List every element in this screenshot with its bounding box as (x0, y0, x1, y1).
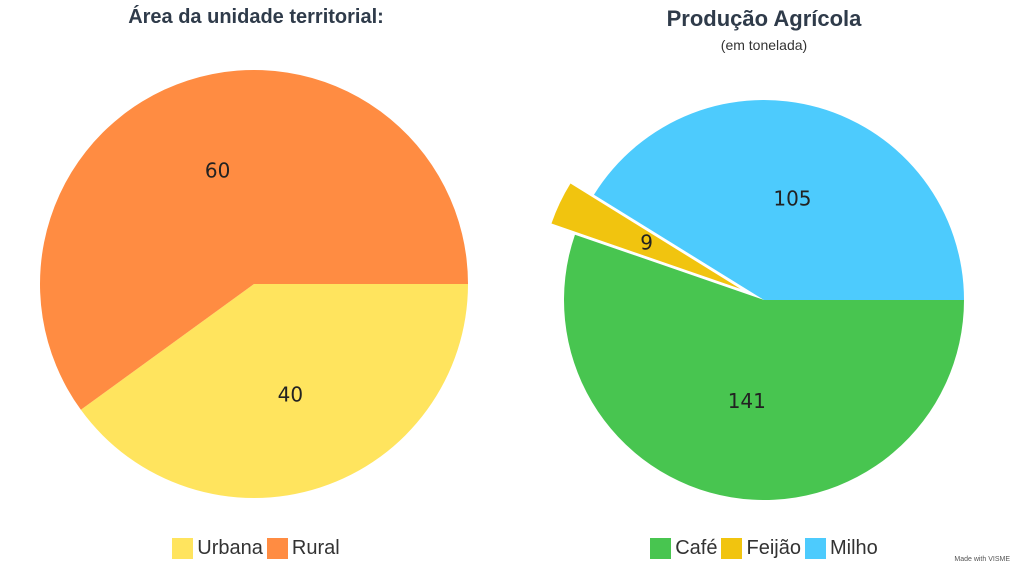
data-label: 9 (640, 231, 653, 255)
legend-item-feijao[interactable]: Feijão (721, 536, 801, 560)
chart-title-area: Área da unidade territorial: (128, 6, 384, 28)
legend-item-rural[interactable]: Rural (266, 536, 340, 560)
legend-swatch (266, 537, 288, 559)
legend-item-urbana[interactable]: Urbana (172, 537, 263, 560)
legend-swatch (650, 537, 672, 559)
legend-label: Rural (291, 536, 340, 559)
data-label: 60 (205, 159, 230, 183)
data-label: 141 (728, 389, 766, 413)
legend-area: Urbana Rural (40, 536, 472, 560)
legend-label: Urbana (197, 536, 263, 559)
legend-production: Café Feijão Milho (563, 536, 965, 560)
legend-label: Milho (829, 536, 878, 559)
legend-item-cafe[interactable]: Café (650, 537, 717, 560)
pie-slice-cafe[interactable] (563, 234, 964, 501)
chart-title-production: Produção Agrícola (666, 6, 862, 31)
chart-subtitle-production: (em tonelada) (720, 37, 808, 53)
pie-slice-feijao[interactable] (551, 183, 741, 289)
legend-swatch (804, 537, 826, 559)
pie-slice-urbana[interactable] (80, 284, 468, 498)
legend-item-milho[interactable]: Milho (804, 536, 878, 560)
legend-label: Café (675, 536, 718, 559)
data-label: 105 (773, 186, 811, 210)
pie-chart-area: 40 60 (39, 69, 469, 498)
data-label: 40 (278, 382, 303, 406)
credit-watermark: Made with VISME (954, 556, 1010, 563)
legend-label: Feijão (746, 536, 801, 559)
pie-chart-production: 141 9 105 (551, 99, 964, 501)
legend-swatch (172, 537, 194, 559)
legend-swatch (721, 537, 743, 559)
pie-slice-milho[interactable] (593, 99, 964, 301)
pie-slice-rural[interactable] (39, 69, 469, 410)
